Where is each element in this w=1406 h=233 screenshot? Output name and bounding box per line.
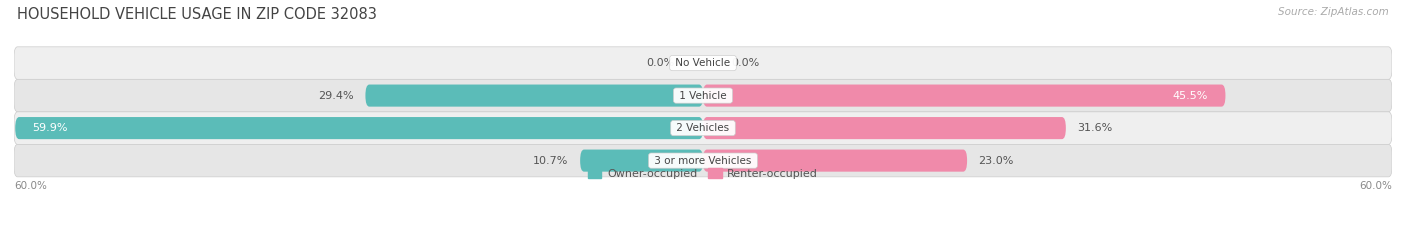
FancyBboxPatch shape: [703, 85, 1226, 107]
Text: Source: ZipAtlas.com: Source: ZipAtlas.com: [1278, 7, 1389, 17]
Text: 59.9%: 59.9%: [32, 123, 67, 133]
Text: 45.5%: 45.5%: [1173, 91, 1208, 101]
Text: HOUSEHOLD VEHICLE USAGE IN ZIP CODE 32083: HOUSEHOLD VEHICLE USAGE IN ZIP CODE 3208…: [17, 7, 377, 22]
Text: 0.0%: 0.0%: [731, 58, 761, 68]
Text: 1 Vehicle: 1 Vehicle: [676, 91, 730, 101]
Text: 29.4%: 29.4%: [318, 91, 354, 101]
Text: 10.7%: 10.7%: [533, 156, 568, 166]
Text: 60.0%: 60.0%: [14, 181, 46, 191]
Text: 23.0%: 23.0%: [979, 156, 1014, 166]
FancyBboxPatch shape: [14, 112, 1392, 144]
FancyBboxPatch shape: [703, 117, 1066, 139]
Legend: Owner-occupied, Renter-occupied: Owner-occupied, Renter-occupied: [583, 164, 823, 183]
FancyBboxPatch shape: [581, 150, 703, 172]
Text: 31.6%: 31.6%: [1077, 123, 1112, 133]
FancyBboxPatch shape: [366, 85, 703, 107]
Text: 2 Vehicles: 2 Vehicles: [673, 123, 733, 133]
FancyBboxPatch shape: [14, 47, 1392, 79]
Text: 60.0%: 60.0%: [1360, 181, 1392, 191]
FancyBboxPatch shape: [15, 117, 703, 139]
Text: 3 or more Vehicles: 3 or more Vehicles: [651, 156, 755, 166]
FancyBboxPatch shape: [703, 150, 967, 172]
FancyBboxPatch shape: [14, 79, 1392, 112]
Text: No Vehicle: No Vehicle: [672, 58, 734, 68]
Text: 0.0%: 0.0%: [645, 58, 675, 68]
FancyBboxPatch shape: [14, 144, 1392, 177]
